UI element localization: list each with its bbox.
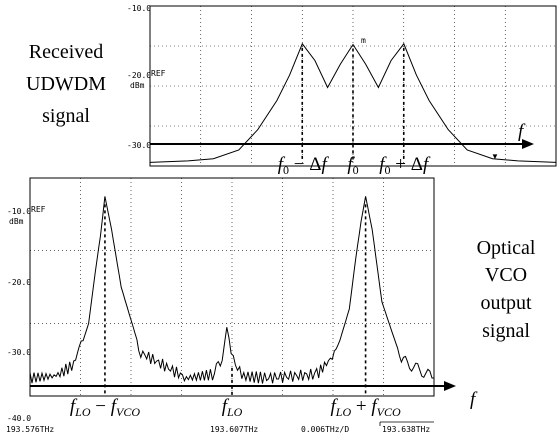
bottom-axis-arrowhead <box>444 381 456 391</box>
bottom-ytick-20: -20.0 <box>7 278 31 287</box>
received-label-line2: UDWDM <box>26 73 106 95</box>
bottom-annotations: fLO − fVCO fLO fLO + fVCO <box>70 396 401 419</box>
top-axis-arrowhead <box>522 139 534 149</box>
vco-label-line4: signal <box>482 320 530 342</box>
bottom-annotation-2: fLO + fVCO <box>331 396 401 419</box>
top-annotation-2: f0 + Δf <box>379 154 431 177</box>
bottom-xlabel-center: 193.607THz <box>210 425 258 434</box>
bottom-annotation-0: fLO − fVCO <box>70 396 140 419</box>
top-annotation-1: f0 <box>347 154 358 177</box>
received-label-line1: Received <box>29 41 103 63</box>
bottom-ytick-40: -40.0 <box>7 414 31 423</box>
received-label: Received UDWDM signal <box>26 41 106 127</box>
bottom-ytick-30: -30.0 <box>7 348 31 357</box>
top-ylabel: dBm <box>130 81 145 90</box>
top-trace-line <box>149 42 557 163</box>
bottom-ytick-10: -10.0 <box>7 207 31 216</box>
bottom-ylabel: dBm <box>9 217 24 226</box>
top-axis-symbol: f <box>518 121 526 142</box>
bottom-axis-symbol: f <box>470 389 478 410</box>
top-annotation-0: f0 − Δf <box>278 154 330 177</box>
bottom-xlabel-start: 193.576THz <box>6 425 54 434</box>
marker-triangle-icon: ▼ <box>491 152 499 161</box>
bottom-trace-line <box>29 196 434 384</box>
bottom-xlabel-end: 193.638THz <box>382 425 430 434</box>
bottom-annotation-1: fLO <box>222 396 243 419</box>
bottom-spectrum-panel: f -10.0 REF dBm -20.0 -30.0 -40.0 193.57… <box>6 177 478 434</box>
top-peak-markers <box>301 47 405 160</box>
received-label-line3: signal <box>42 105 90 127</box>
vco-label-line2: VCO <box>485 264 527 286</box>
top-annotations: f0 − Δf f0 f0 + Δf <box>278 154 431 177</box>
bottom-peak-markers <box>104 204 367 396</box>
top-ytick-20: -20.0 <box>127 71 151 80</box>
vco-label-line1: Optical <box>477 237 536 259</box>
vco-label-line3: output <box>480 292 532 314</box>
top-marker-label: m <box>361 36 366 45</box>
top-ref-label: REF <box>151 69 166 78</box>
bottom-ref-label: REF <box>31 205 46 214</box>
top-spectrum-panel: f -10.0 -20.0 REF dBm -30.0 m ▼ f0 − Δf f… <box>127 4 557 177</box>
bottom-grid <box>30 178 434 396</box>
top-ytick-10: -10.0 <box>127 4 151 13</box>
top-ytick-30: -30.0 <box>127 141 151 150</box>
bottom-xlabel-span: 0.006THz/D <box>301 425 349 434</box>
vco-label: Optical VCO output signal <box>477 237 536 342</box>
